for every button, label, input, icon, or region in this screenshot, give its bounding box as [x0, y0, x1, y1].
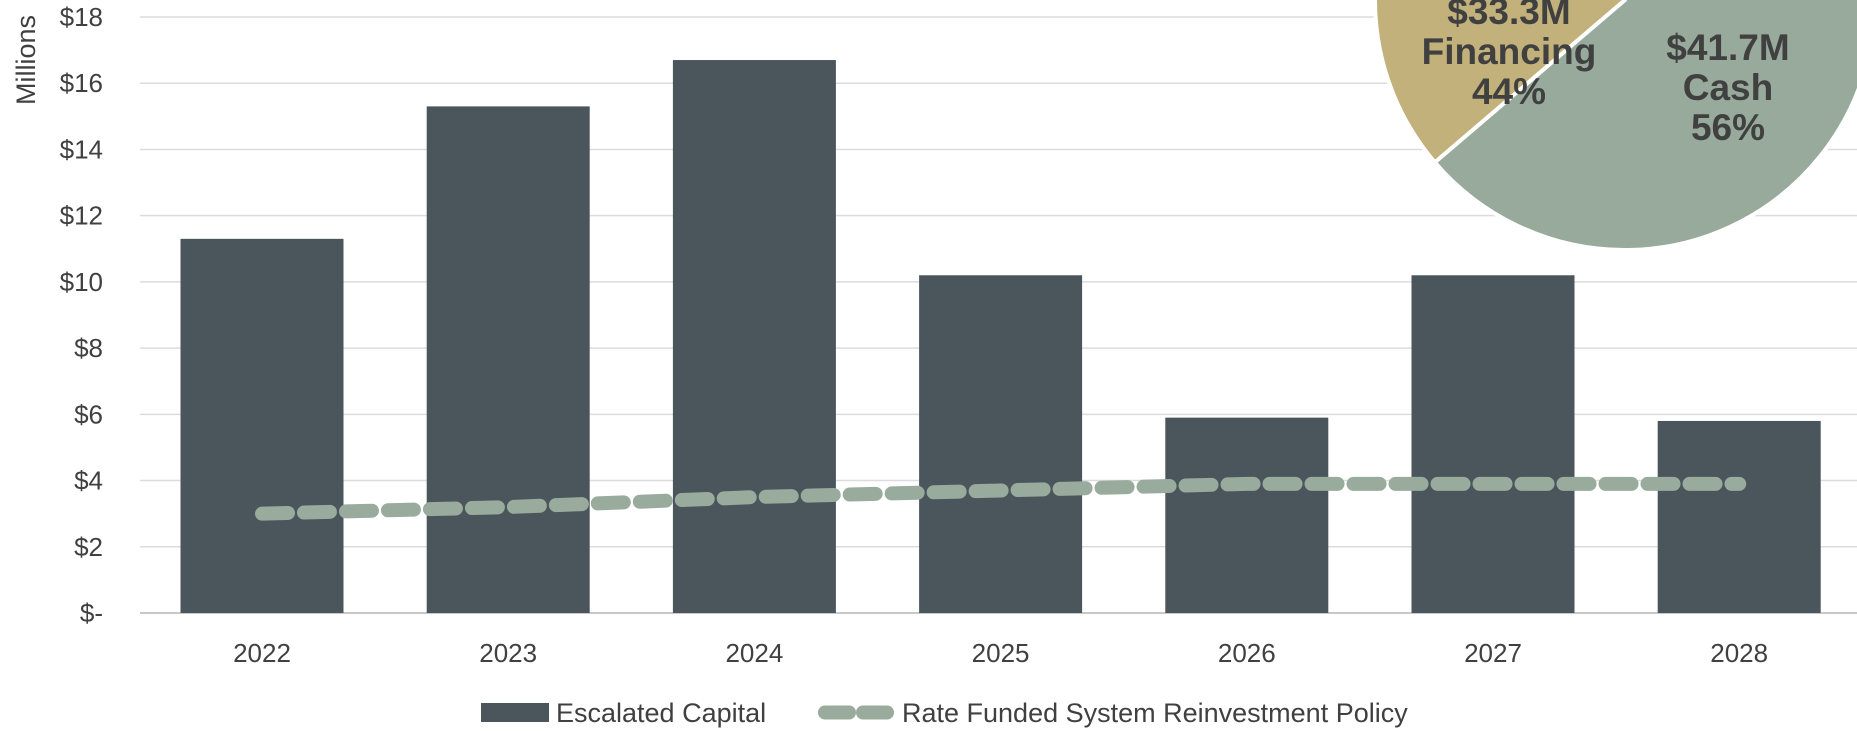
- x-tick-label: 2025: [972, 638, 1030, 668]
- x-tick-label: 2027: [1464, 638, 1522, 668]
- x-tick-label: 2022: [233, 638, 291, 668]
- pie-slice-financing: [1373, 0, 1628, 166]
- x-tick-label: 2024: [725, 638, 783, 668]
- bar-escalated-capital: [1411, 275, 1575, 613]
- x-axis-ticks: 2022 2023 2024 2025 2026 2027 2028: [233, 638, 1768, 668]
- bar-escalated-capital: [919, 275, 1083, 613]
- pie-label-cash: 56%: [1691, 107, 1765, 148]
- pie-label-financing: 44%: [1472, 71, 1546, 112]
- y-tick-label: $18: [60, 2, 103, 32]
- y-tick-label: $4: [74, 466, 103, 496]
- y-axis-title: Millions: [11, 15, 41, 105]
- y-tick-label: $8: [74, 333, 103, 363]
- bar-escalated-capital: [180, 238, 344, 613]
- pie-label-financing: Financing: [1422, 31, 1597, 72]
- y-tick-label: $2: [74, 532, 103, 562]
- y-tick-label: $16: [60, 68, 103, 98]
- pie-label-cash: Cash: [1683, 67, 1773, 108]
- y-tick-label: $-: [80, 598, 103, 628]
- y-tick-label: $14: [60, 134, 103, 164]
- bar-series: [180, 60, 1821, 614]
- x-tick-label: 2023: [479, 638, 537, 668]
- y-axis-ticks: $- $2 $4 $6 $8 $10 $12 $14 $16 $18: [60, 2, 103, 628]
- line-rate-funded-policy: [255, 476, 1747, 521]
- pie-slice-cash: [1432, 0, 1857, 252]
- legend-label-policy-line: Rate Funded System Reinvestment Policy: [902, 698, 1408, 728]
- y-tick-label: $10: [60, 267, 103, 297]
- x-tick-label: 2026: [1218, 638, 1276, 668]
- legend-label-escalated-capital: Escalated Capital: [556, 698, 766, 728]
- pie-label-financing: $33.3M: [1447, 0, 1570, 32]
- bar-escalated-capital: [1657, 420, 1821, 613]
- y-tick-label: $6: [74, 399, 103, 429]
- bar-escalated-capital: [426, 106, 590, 614]
- y-tick-label: $12: [60, 201, 103, 231]
- chart-legend: Escalated Capital Rate Funded System Rei…: [481, 698, 1408, 728]
- bar-escalated-capital: [1165, 417, 1329, 613]
- legend-swatch-escalated-capital: [481, 703, 549, 722]
- bar-escalated-capital: [672, 60, 836, 614]
- x-tick-label: 2028: [1710, 638, 1768, 668]
- policy-line-series: [255, 476, 1747, 521]
- pie-label-cash: $41.7M: [1666, 27, 1789, 68]
